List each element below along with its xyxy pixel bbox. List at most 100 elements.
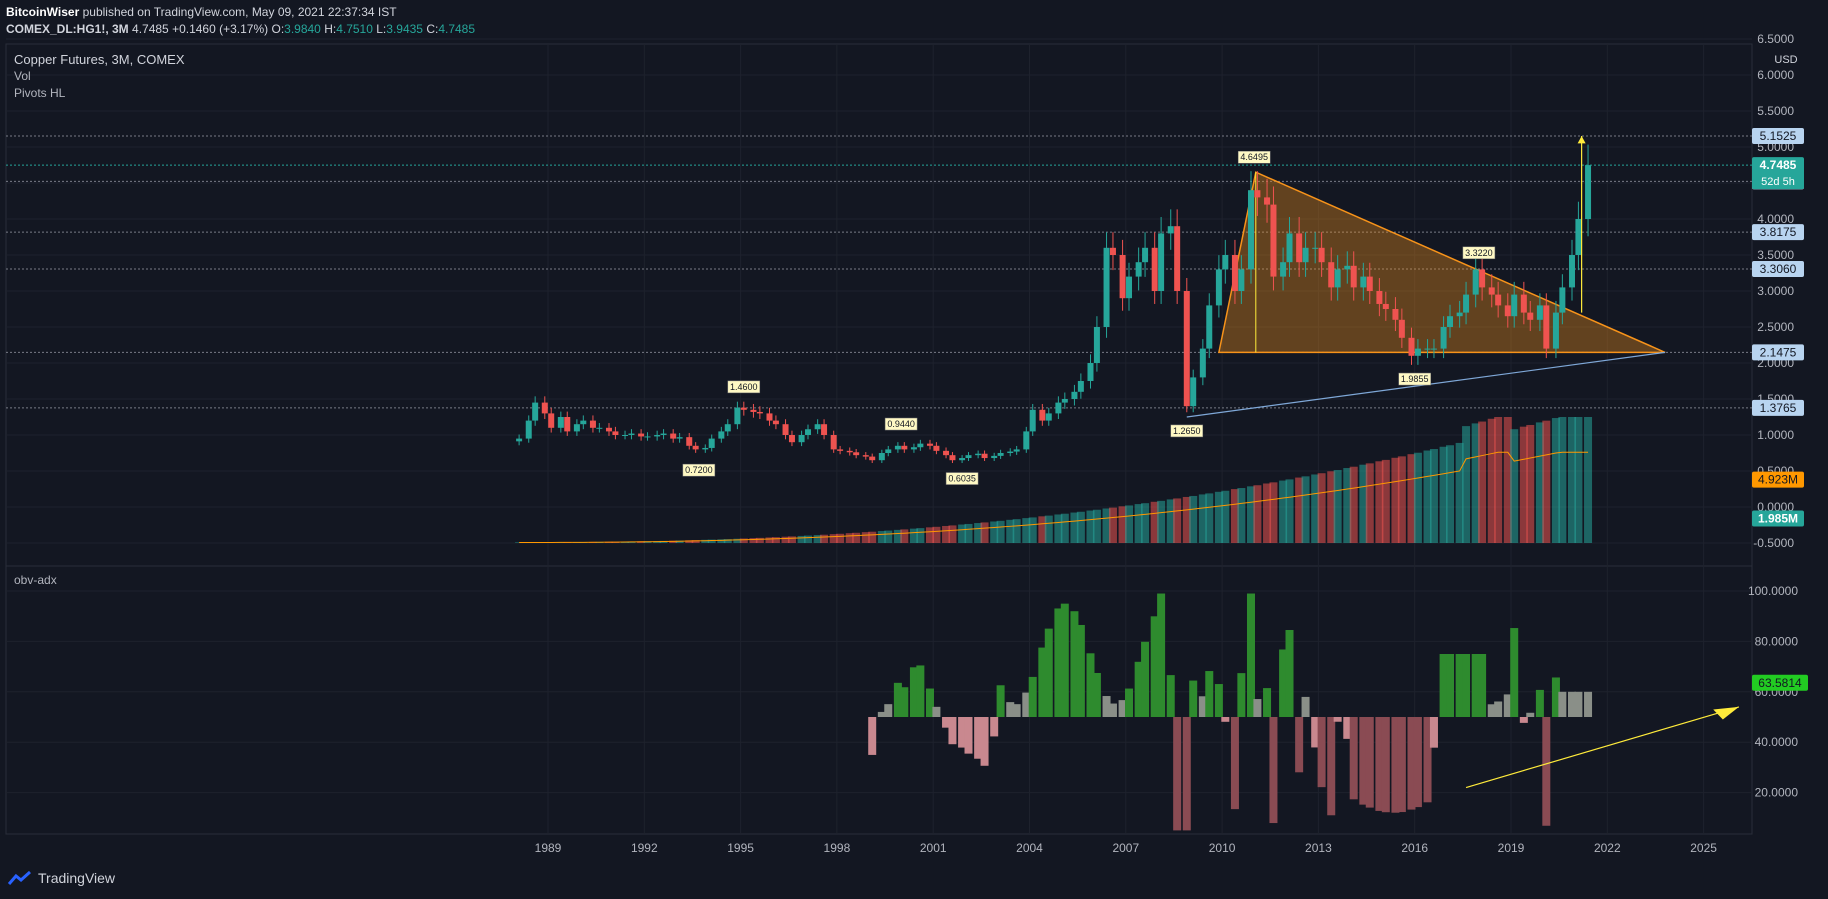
- candle-body: [894, 445, 901, 450]
- candle-body: [756, 411, 763, 414]
- close-value: 4.7485: [438, 22, 476, 36]
- volume-bar: [1487, 418, 1496, 543]
- osc-trend-arrow: [1465, 706, 1740, 789]
- candle-body: [1215, 269, 1222, 306]
- candle-body: [766, 413, 773, 421]
- volume-bar: [1108, 507, 1117, 543]
- candle-body: [1142, 247, 1149, 263]
- candle-body: [692, 445, 699, 450]
- volume-bar: [1510, 429, 1519, 543]
- volume-bar: [1038, 516, 1047, 543]
- volume-bar: [1317, 473, 1326, 543]
- candle-body: [541, 402, 548, 414]
- candle-body: [1536, 305, 1543, 320]
- volume-bar: [958, 524, 967, 543]
- publisher-name[interactable]: BitcoinWiser: [6, 5, 80, 19]
- volume-bar: [1295, 477, 1304, 543]
- volume-bar: [916, 528, 925, 543]
- volume-bar: [739, 538, 748, 543]
- osc-bar: [958, 717, 967, 748]
- level-tag-bg: [1752, 344, 1804, 361]
- price-tick-label: -0.5000: [1753, 536, 1794, 550]
- volume-bar: [1237, 488, 1246, 543]
- candle-body: [1296, 233, 1303, 263]
- candle-body: [830, 435, 837, 450]
- legend-obv-adx[interactable]: obv-adx: [14, 573, 57, 587]
- candle-body: [910, 447, 917, 450]
- candle-body: [1029, 409, 1036, 432]
- osc-bar: [1237, 673, 1246, 717]
- candle-body: [1495, 294, 1502, 306]
- osc-bar: [1301, 696, 1310, 717]
- bar-countdown-tag: 52d 5h: [1761, 176, 1795, 188]
- osc-bar: [1022, 692, 1031, 717]
- candle-body: [1350, 265, 1357, 288]
- osc-bar: [1333, 717, 1342, 722]
- osc-bar: [1269, 717, 1278, 824]
- osc-bar: [1285, 630, 1294, 717]
- volume-bar: [1455, 442, 1464, 543]
- volume-bar: [669, 540, 678, 543]
- candle-body: [596, 427, 603, 429]
- candle-body: [654, 435, 661, 437]
- time-tick-label: 2013: [1305, 841, 1332, 855]
- osc-bar: [1150, 616, 1159, 717]
- candle-body: [965, 455, 972, 459]
- time-tick-label: 2022: [1594, 841, 1621, 855]
- volume-bar: [1279, 480, 1288, 543]
- tradingview-footer[interactable]: TradingView: [8, 870, 115, 886]
- volume-bar: [1478, 421, 1487, 543]
- osc-bar: [909, 667, 918, 717]
- candle-body: [885, 449, 892, 453]
- candle-body: [997, 453, 1004, 456]
- candle-body: [1559, 287, 1566, 313]
- pivot-label-bg: [945, 472, 979, 485]
- price-tick-label: 6.5000: [1757, 32, 1794, 46]
- osc-bar: [1375, 717, 1384, 811]
- time-tick-label: 2025: [1690, 841, 1717, 855]
- volume-bar: [1391, 457, 1400, 543]
- candle-body: [589, 420, 596, 428]
- volume-ma-line: [519, 451, 1589, 543]
- volume-bar: [717, 539, 726, 543]
- candle-body: [1552, 312, 1559, 349]
- vol-tag: 1.985M: [1758, 512, 1798, 526]
- candle-body: [1264, 197, 1271, 205]
- time-tick-label: 2010: [1209, 841, 1236, 855]
- candle-body: [1254, 190, 1261, 198]
- osc-bar: [990, 717, 999, 737]
- candle-body: [959, 458, 966, 461]
- volume-bar: [515, 542, 524, 543]
- legend-pivots[interactable]: Pivots HL: [14, 86, 66, 100]
- volume-bar: [781, 536, 790, 543]
- osc-bar: [1462, 654, 1471, 717]
- time-tick-label: 2007: [1112, 841, 1139, 855]
- candle-body: [708, 438, 715, 448]
- osc-bar: [1526, 712, 1535, 717]
- osc-bar: [1574, 691, 1583, 717]
- legend-vol[interactable]: Vol: [14, 69, 31, 83]
- candle-body: [975, 453, 982, 456]
- osc-arrow-head: [1713, 706, 1739, 720]
- volume-bar: [707, 539, 716, 543]
- candle-body: [1344, 265, 1351, 270]
- volume-bar: [925, 527, 934, 543]
- legend-title[interactable]: Copper Futures, 3M, COMEX: [14, 52, 185, 67]
- price-tick-label: 5.5000: [1757, 104, 1794, 118]
- osc-bar: [1198, 696, 1207, 717]
- osc-bar: [1317, 717, 1326, 788]
- pivot-label: 1.9855: [1401, 374, 1429, 384]
- candle-body: [1398, 319, 1405, 338]
- osc-bar: [893, 682, 902, 717]
- candle-body: [1318, 247, 1325, 263]
- osc-bar: [1230, 717, 1239, 810]
- volume-bar: [932, 526, 941, 543]
- candle-body: [1463, 294, 1470, 313]
- volume-bar: [1397, 456, 1406, 543]
- time-tick-label: 1989: [535, 841, 562, 855]
- volume-bar: [852, 532, 861, 543]
- volume-bar: [1558, 417, 1567, 543]
- pivot-label-bg: [727, 380, 761, 394]
- osc-bar: [1494, 701, 1503, 717]
